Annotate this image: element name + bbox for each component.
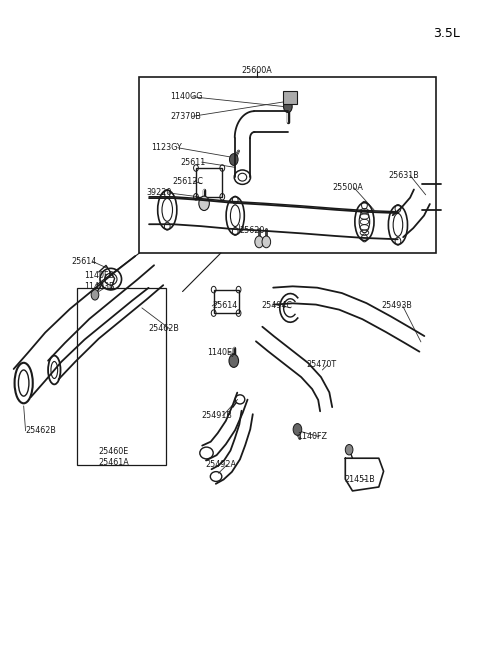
Text: 25494C: 25494C [262, 301, 292, 310]
Text: 39220: 39220 [147, 189, 172, 197]
Text: 1140EJ: 1140EJ [207, 348, 235, 357]
Text: 25491B: 25491B [202, 411, 233, 421]
Text: 25631B: 25631B [388, 171, 419, 179]
Circle shape [199, 196, 209, 210]
Circle shape [262, 236, 271, 248]
Text: 25492A: 25492A [205, 460, 237, 469]
Text: 25460E: 25460E [99, 447, 129, 456]
Text: 25462B: 25462B [25, 426, 57, 436]
Text: 1123GY: 1123GY [152, 143, 182, 152]
Text: 25611: 25611 [180, 158, 205, 166]
Text: 1140GG: 1140GG [170, 92, 203, 102]
Text: 25614: 25614 [212, 301, 238, 310]
Text: 3.5L: 3.5L [433, 27, 460, 40]
Circle shape [229, 154, 238, 166]
Text: 25620: 25620 [239, 226, 264, 235]
Circle shape [293, 424, 302, 436]
Text: 25470T: 25470T [306, 360, 336, 369]
Text: 25500A: 25500A [332, 183, 363, 192]
Bar [283, 91, 298, 104]
Text: 27370B: 27370B [170, 112, 202, 121]
Bar [77, 288, 166, 465]
Text: 25612C: 25612C [172, 177, 203, 185]
Circle shape [91, 290, 99, 300]
Text: 11403B: 11403B [84, 282, 115, 291]
Bar [196, 168, 222, 196]
Text: 1140FZ: 1140FZ [298, 432, 327, 441]
Text: 1140FB: 1140FB [84, 271, 114, 280]
Text: 25461A: 25461A [99, 458, 130, 467]
Circle shape [284, 101, 292, 113]
Circle shape [345, 445, 353, 455]
Text: 21451B: 21451B [344, 475, 375, 483]
Bar [140, 77, 436, 253]
Text: 25493B: 25493B [381, 301, 412, 310]
Circle shape [229, 354, 239, 367]
Bar [214, 290, 239, 313]
Text: 25462B: 25462B [148, 324, 179, 333]
Text: 25600A: 25600A [241, 66, 272, 75]
Text: 25614: 25614 [72, 257, 97, 266]
Circle shape [255, 236, 264, 248]
